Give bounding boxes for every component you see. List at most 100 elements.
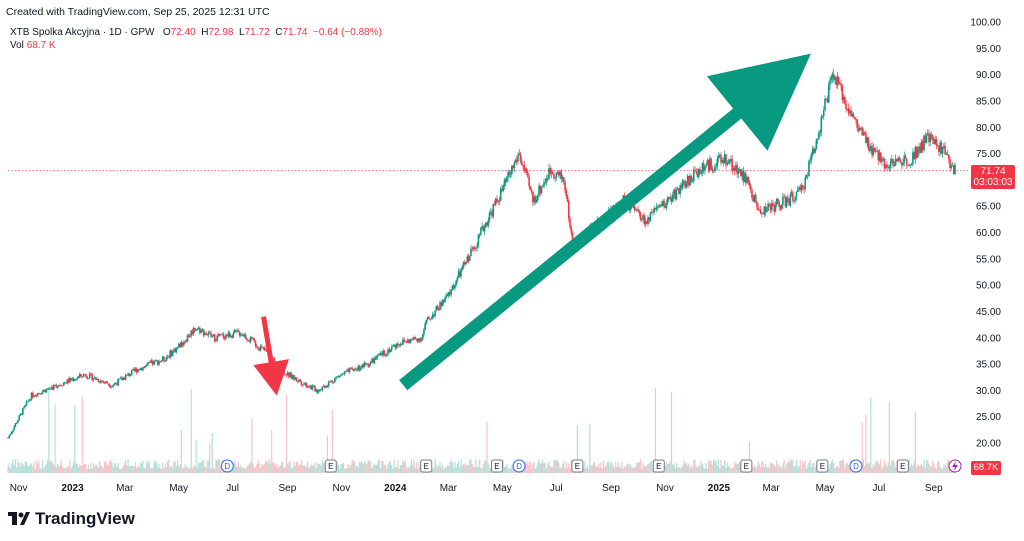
candle-body (227, 332, 230, 337)
volume-bar (600, 462, 602, 473)
volume-bar (642, 462, 644, 473)
candle-body (851, 114, 854, 117)
candle-body (757, 207, 759, 211)
volume-bar (410, 459, 413, 473)
volume-bar (828, 468, 830, 473)
volume-bar (862, 459, 864, 473)
candle-body (523, 164, 526, 171)
volume-label[interactable]: Vol (10, 40, 24, 51)
candle-body (530, 189, 533, 192)
candle-body (731, 159, 733, 172)
volume-bar (548, 461, 550, 473)
candle-body (928, 133, 930, 143)
candle-body (425, 319, 428, 324)
volume-bar (170, 465, 173, 473)
volume-bar (199, 462, 201, 473)
volume-bar (703, 466, 705, 473)
volume-bar (563, 461, 565, 473)
volume-bar (835, 466, 837, 473)
candle-body (86, 376, 89, 379)
candle-body (543, 182, 545, 187)
volume-bar (776, 460, 778, 473)
volume-bar (351, 460, 353, 473)
candle-body (498, 200, 501, 203)
volume-bar (243, 468, 246, 473)
candle-body (940, 142, 943, 154)
volume-bar (13, 464, 15, 473)
candle-body (8, 435, 11, 438)
candle-body (222, 334, 225, 338)
volume-bar (795, 459, 798, 473)
volume-bar (748, 441, 751, 473)
earnings-marker-label: E (575, 462, 580, 471)
dividend-marker (512, 459, 526, 473)
high-value: 72.98 (208, 27, 234, 38)
candle-body (228, 332, 231, 338)
candle-body (506, 177, 508, 182)
volume-bar (363, 461, 366, 473)
candle-body (135, 368, 138, 373)
candle-body (789, 194, 792, 206)
volume-bar (545, 468, 548, 473)
candle-body (78, 374, 81, 377)
candle-body (772, 203, 774, 206)
candle-body (923, 135, 925, 150)
volume-bar (896, 461, 898, 473)
volume-bar (117, 462, 119, 473)
candle-body (315, 389, 318, 392)
volume-bar (537, 462, 539, 473)
candle-body (442, 299, 445, 302)
volume-bar (128, 466, 130, 473)
candle-body (251, 337, 253, 338)
tradingview-logo[interactable]: TradingView (8, 509, 135, 529)
candle-body (642, 215, 644, 220)
volume-bar (888, 401, 890, 473)
candle-body (675, 189, 678, 200)
candle-body (387, 349, 389, 354)
volume-bar (685, 462, 687, 473)
volume-bar (35, 460, 38, 473)
candle-body (364, 362, 367, 365)
candle-body (653, 208, 655, 212)
candle-body (300, 381, 303, 385)
volume-bar (122, 466, 124, 473)
candle-body (717, 156, 720, 159)
candle-body (842, 97, 845, 100)
candle-body (792, 192, 794, 201)
y-tick-label: 75.00 (976, 149, 1001, 160)
volume-bar (585, 468, 587, 473)
volume-bar (289, 460, 291, 473)
candle-body (378, 354, 381, 355)
volume-bar (108, 461, 111, 473)
volume-bar (432, 468, 434, 473)
candle-body (647, 217, 649, 224)
candle-body (455, 280, 457, 285)
volume-bar (673, 463, 675, 473)
volume-bar (844, 467, 846, 473)
volume-bar (550, 467, 553, 473)
volume-bar (891, 460, 893, 473)
volume-bar (615, 461, 617, 473)
candle-body (847, 108, 850, 114)
candle-body (509, 174, 512, 175)
x-tick-label: Nov (332, 483, 350, 494)
volume-bar (198, 462, 200, 473)
volume-bar (399, 465, 402, 473)
candle-body (140, 368, 143, 371)
candle-body (88, 373, 91, 379)
volume-bar (682, 465, 684, 473)
candle-body (411, 338, 414, 340)
candle-body (679, 185, 681, 194)
price-chart[interactable]: D E E E D E E E E D E 100.00 95.00 90.00 85.00 80.00 75… (0, 0, 1024, 500)
candle-body (204, 333, 206, 336)
volume-bar (132, 465, 134, 473)
candle-body (215, 340, 217, 342)
symbol-title[interactable]: XTB Spolka Akcyjna · 1D · GPW (10, 27, 155, 38)
candle-body (486, 222, 488, 226)
volume-bar (540, 463, 543, 473)
volume-bar (928, 463, 930, 473)
volume-bar (651, 460, 653, 473)
volume-bar (687, 465, 689, 473)
candle-body (139, 368, 142, 371)
candle-body (9, 434, 12, 436)
